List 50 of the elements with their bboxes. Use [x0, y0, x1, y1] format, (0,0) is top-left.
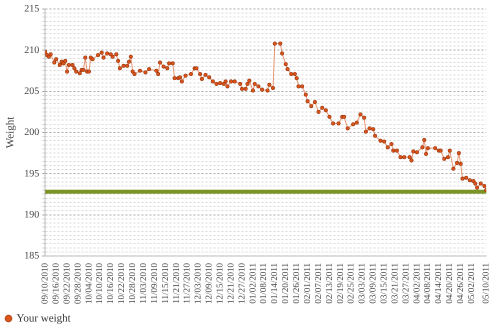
- x-tick-label: 11/03/2010: [138, 262, 148, 304]
- x-tick-label: 10/04/2010: [83, 262, 94, 304]
- x-tick-label: 01/14/2011: [269, 263, 280, 304]
- x-tick-label: 10/16/2010: [105, 262, 116, 304]
- x-tick-label: 12/21/2010: [225, 262, 236, 304]
- y-tick-label: 210: [24, 44, 40, 56]
- y-axis-title: Weight: [4, 116, 16, 148]
- x-tick-label: 03/03/2011: [356, 263, 367, 304]
- y-tick-label: 205: [24, 86, 40, 97]
- x-tick-label: 03/09/2011: [368, 263, 378, 304]
- y-tick-label: 200: [24, 127, 40, 138]
- x-tick-label: 01/08/2011: [258, 263, 268, 304]
- x-tick-label: 09/28/2010: [72, 262, 82, 304]
- x-tick-label: 04/02/2011: [411, 263, 422, 304]
- x-tick-label: 01/02/2011: [247, 263, 258, 304]
- x-tick-label: 11/09/2010: [148, 262, 159, 304]
- x-tick-label: 12/27/2010: [236, 262, 246, 304]
- x-tick-label: 02/25/2011: [346, 263, 356, 304]
- x-tick-label: 09/22/2010: [61, 262, 72, 304]
- x-tick-label: 04/08/2011: [422, 263, 432, 304]
- x-tick-label: 11/21/2010: [170, 262, 181, 304]
- x-tick-label: 02/13/2011: [324, 263, 334, 304]
- x-tick-label: 11/27/2010: [182, 262, 192, 304]
- x-tick-label: 04/20/2011: [444, 263, 454, 304]
- x-tick-label: 02/19/2011: [334, 263, 345, 304]
- x-tick-label: 12/03/2010: [192, 262, 203, 304]
- x-tick-label: 04/26/2011: [455, 263, 466, 304]
- x-tick-label: 05/10/2011: [480, 263, 491, 304]
- x-tick-label: 02/01/2011: [302, 263, 312, 304]
- x-tick-label: 03/21/2011: [389, 263, 400, 304]
- x-tick-label: 10/28/2010: [127, 262, 138, 304]
- x-tick-label: 04/14/2011: [433, 263, 444, 304]
- y-tick-label: 195: [24, 168, 40, 180]
- x-tick-label: 10/10/2010: [94, 262, 104, 304]
- y-tick-label: 190: [24, 209, 40, 220]
- x-tick-label: 05/02/2011: [466, 263, 476, 304]
- x-tick-label: 01/20/2011: [280, 263, 290, 304]
- x-tick-label: 10/22/2010: [116, 262, 126, 304]
- x-tick-label: 11/15/2010: [160, 262, 170, 304]
- x-tick-label: 02/07/2011: [312, 263, 323, 304]
- x-tick-label: 03/27/2011: [400, 263, 410, 304]
- legend-label: Your weight: [16, 312, 71, 324]
- x-tick-label: 12/09/2010: [204, 262, 214, 304]
- x-tick-label: 03/15/2011: [378, 263, 389, 304]
- x-tick-label: 12/15/2010: [214, 262, 224, 304]
- y-tick-label: 185: [24, 250, 40, 262]
- y-tick-label: 215: [24, 4, 40, 15]
- x-tick-label: 09/10/2010: [40, 262, 50, 304]
- x-tick-label: 09/16/2010: [50, 262, 60, 304]
- x-tick-label: 01/26/2011: [291, 263, 302, 304]
